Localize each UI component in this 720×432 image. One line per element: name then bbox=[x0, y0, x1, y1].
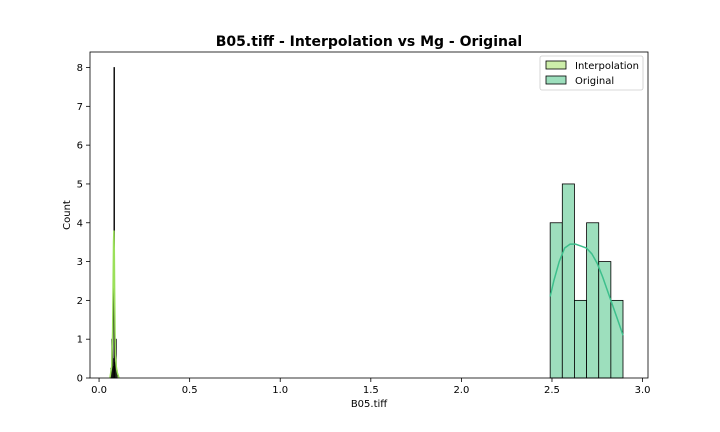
y-tick-label: 5 bbox=[77, 179, 83, 190]
x-tick-label: 1.0 bbox=[272, 385, 288, 396]
x-tick-label: 1.5 bbox=[363, 385, 379, 396]
legend-swatch-interpolation bbox=[545, 60, 567, 70]
x-tick-label: 0.5 bbox=[182, 385, 198, 396]
x-tick-label: 2.0 bbox=[453, 385, 469, 396]
original-bar-1 bbox=[561, 183, 575, 379]
original-bar-3 bbox=[586, 222, 600, 379]
y-tick-label: 0 bbox=[77, 374, 83, 385]
y-axis-ticks: 0 1 2 3 4 5 6 7 8 bbox=[77, 63, 90, 385]
legend-label-interpolation: Interpolation bbox=[575, 61, 639, 72]
legend-label-original: Original bbox=[575, 76, 614, 87]
x-tick-label: 0.0 bbox=[91, 385, 107, 396]
chart-title: B05.tiff - Interpolation vs Mg - Origina… bbox=[216, 34, 522, 50]
x-axis-ticks: 0.0 0.5 1.0 1.5 2.0 2.5 3.0 bbox=[91, 378, 651, 396]
original-kde-line bbox=[549, 243, 624, 336]
x-tick-label: 2.5 bbox=[544, 385, 560, 396]
original-bar-2 bbox=[574, 299, 587, 379]
y-tick-label: 7 bbox=[77, 102, 83, 113]
y-tick-label: 1 bbox=[77, 335, 83, 346]
original-bar-4 bbox=[598, 261, 612, 379]
original-bar-0 bbox=[549, 222, 563, 379]
x-tick-label: 3.0 bbox=[635, 385, 651, 396]
interpolation-kde-line bbox=[109, 230, 120, 379]
axes-frame bbox=[89, 51, 649, 379]
legend-swatch-original bbox=[545, 75, 567, 85]
x-axis-label: B05.tiff bbox=[351, 399, 388, 410]
y-tick-label: 2 bbox=[77, 296, 83, 307]
y-tick-label: 8 bbox=[77, 63, 83, 74]
original-bar-5 bbox=[610, 299, 624, 379]
y-tick-label: 4 bbox=[77, 218, 83, 229]
y-tick-label: 3 bbox=[77, 257, 83, 268]
y-axis-label: Count bbox=[62, 200, 73, 230]
y-tick-label: 6 bbox=[77, 141, 83, 152]
legend: Interpolation Original bbox=[539, 55, 644, 91]
